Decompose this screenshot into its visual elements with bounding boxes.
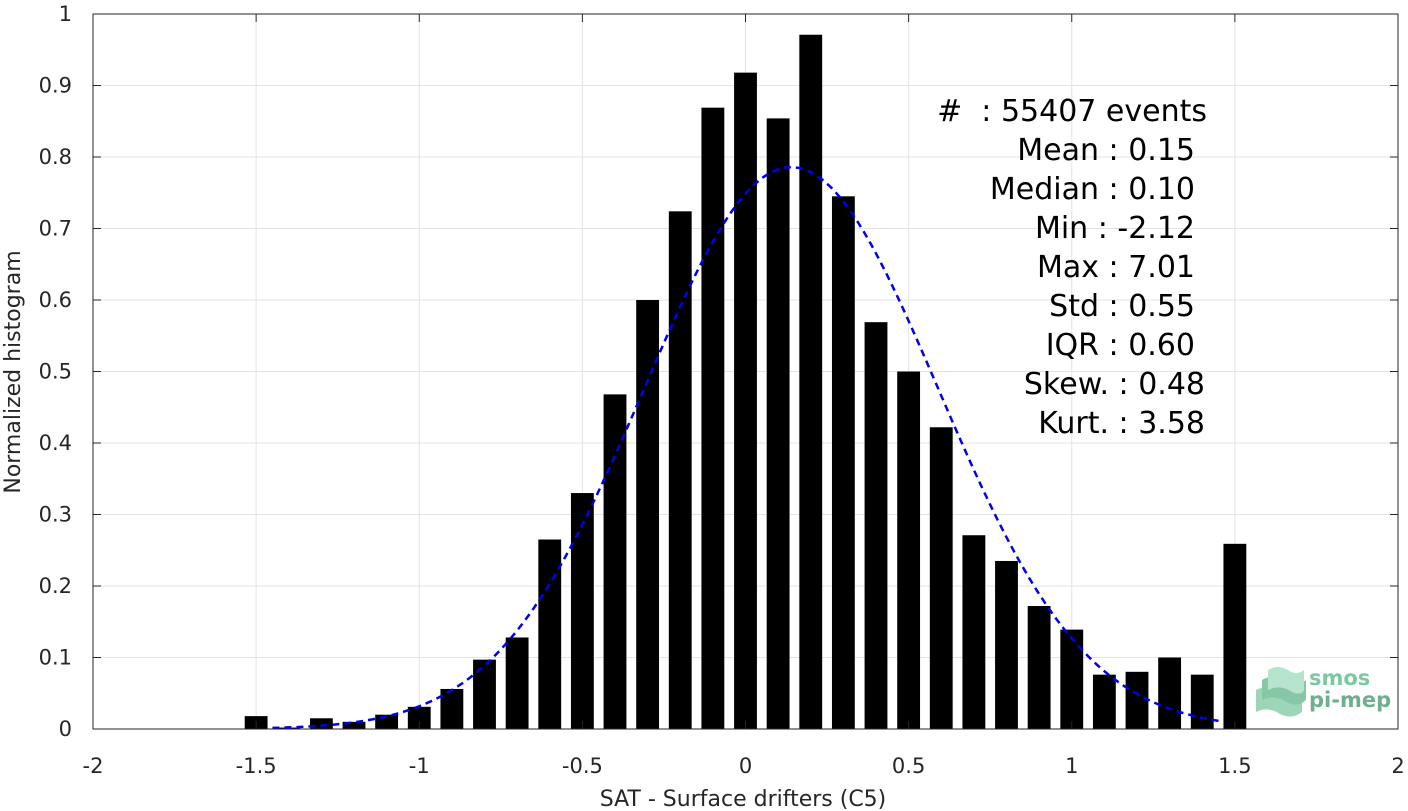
histogram-bar <box>1092 674 1116 729</box>
histogram-bar <box>342 721 366 729</box>
x-tick-label: 2 <box>1391 754 1404 778</box>
histogram-bar <box>603 394 627 729</box>
histogram-bar <box>929 427 953 729</box>
histogram-bar <box>1060 629 1084 729</box>
stat-line: Skew. : 0.48 <box>1024 367 1205 402</box>
y-tick-label: 0 <box>59 717 72 741</box>
stat-line: Median : 0.10 <box>990 172 1195 207</box>
stat-line: Mean : 0.15 <box>1017 133 1195 168</box>
histogram-bar <box>799 34 823 730</box>
stat-line: # : 55407 events <box>937 94 1207 129</box>
y-tick-label: 0.7 <box>39 217 72 241</box>
histogram-bar <box>897 371 921 729</box>
y-tick-label: 0.6 <box>39 288 72 312</box>
x-tick-label: 1.5 <box>1218 754 1251 778</box>
histogram-bar <box>831 196 855 729</box>
x-tick-label: 1 <box>1065 754 1078 778</box>
histogram-bar <box>407 706 431 729</box>
stat-line: Max : 7.01 <box>1037 250 1195 285</box>
stat-line: Kurt. : 3.58 <box>1038 406 1205 441</box>
x-axis-label: SAT - Surface drifters (C5) <box>600 787 887 811</box>
histogram-bar <box>1158 657 1182 729</box>
histogram-bar <box>1027 606 1051 729</box>
x-tick-labels: -2 -1.5 -1 -0.5 0 0.5 1 1.5 2 <box>83 754 1405 778</box>
histogram-bar <box>668 211 692 730</box>
y-tick-label: 0.3 <box>39 503 72 527</box>
histogram-bar <box>309 718 333 729</box>
plot-frame <box>92 13 1399 730</box>
y-tick-label: 0.8 <box>39 145 72 169</box>
y-tick-label: 1 <box>59 2 72 26</box>
gaussian-fit-curve <box>272 165 1219 730</box>
histogram-bar <box>440 688 464 729</box>
x-tick-label: -1 <box>409 754 430 778</box>
y-tick-label: 0.5 <box>39 360 72 384</box>
stat-line: Std : 0.55 <box>1049 289 1195 324</box>
histogram-bar <box>766 118 790 729</box>
histogram-bar <box>734 72 757 729</box>
histogram-bar <box>1125 671 1149 729</box>
histogram-bar <box>538 539 562 729</box>
y-tick-label: 0.4 <box>39 431 72 455</box>
smos-pi-mep-logo: smos pi-mep <box>1256 666 1391 717</box>
y-tick-label: 0.2 <box>39 574 72 598</box>
wave-stack-icon <box>1256 667 1306 717</box>
x-tick-label: -1.5 <box>236 754 277 778</box>
y-tick-label: 0.9 <box>39 74 72 98</box>
histogram-bar <box>505 637 529 729</box>
histogram-bar <box>701 107 725 730</box>
y-axis-label: Normalized histogram <box>1 250 26 493</box>
logo-line-1: smos <box>1309 666 1370 690</box>
x-tick-label: 0 <box>739 754 752 778</box>
histogram-bar <box>962 535 986 729</box>
histogram-bar <box>473 659 496 729</box>
histogram-bar <box>995 560 1018 729</box>
stat-line: Min : -2.12 <box>1035 211 1195 246</box>
x-tick-label: -0.5 <box>562 754 603 778</box>
statistics-annotation: # : 55407 events Mean : 0.15 Median : 0.10… <box>937 94 1207 441</box>
histogram-bars <box>244 34 1247 730</box>
x-tick-label: 0.5 <box>892 754 925 778</box>
histogram-bar <box>570 493 594 729</box>
histogram-bar <box>864 322 888 729</box>
y-tick-label: 0.1 <box>39 646 72 670</box>
histogram-bar <box>1190 674 1214 729</box>
stat-line: IQR : 0.60 <box>1046 328 1195 363</box>
x-tick-label: -2 <box>83 754 104 778</box>
histogram-bar <box>636 300 660 729</box>
histogram-bar <box>1223 543 1247 729</box>
y-tick-labels: 0 0.1 0.2 0.3 0.4 0.5 0.6 0.7 0.8 0.9 1 <box>39 2 72 741</box>
logo-line-2: pi-mep <box>1309 688 1391 712</box>
plot-axes <box>92 13 1399 730</box>
